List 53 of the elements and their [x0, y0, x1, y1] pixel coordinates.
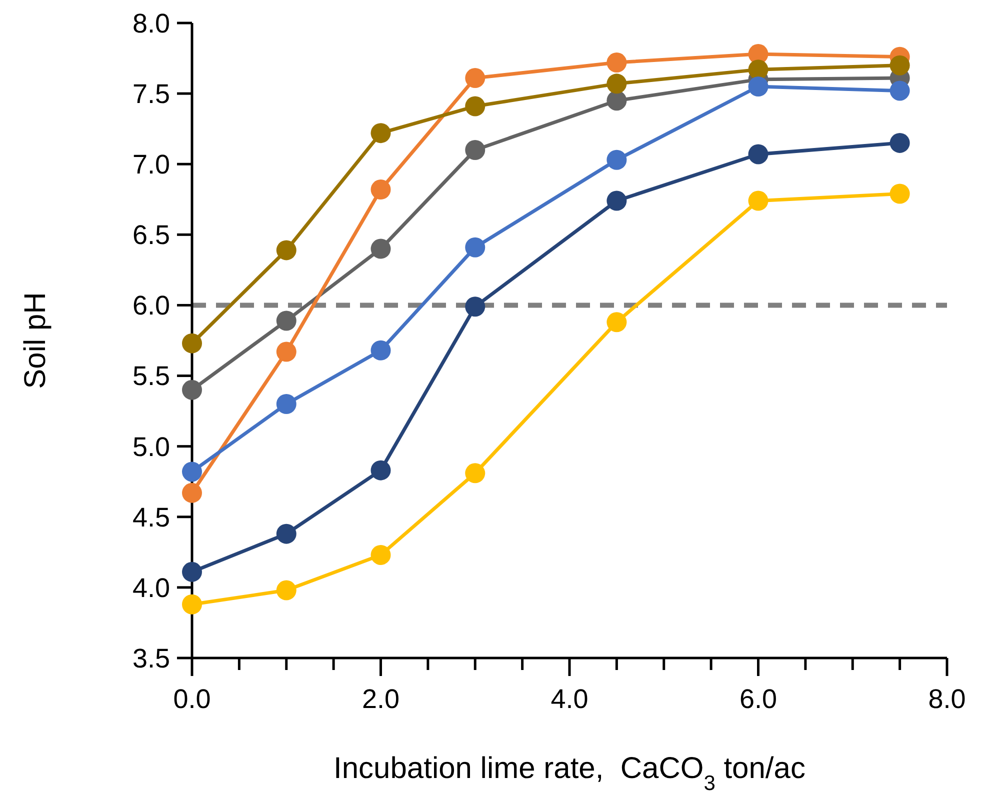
- point: [748, 144, 768, 164]
- point: [465, 463, 486, 484]
- x-tick-label: 4.0: [550, 684, 588, 714]
- y-tick-label: 6.5: [132, 220, 170, 250]
- point: [276, 394, 296, 414]
- point: [890, 184, 910, 204]
- point: [182, 482, 202, 503]
- point: [465, 96, 486, 116]
- point: [465, 296, 486, 317]
- point: [465, 140, 486, 160]
- point: [276, 342, 296, 362]
- y-axis-title: Soil pH: [19, 292, 52, 389]
- point: [890, 132, 910, 153]
- point: [182, 562, 202, 582]
- point: [465, 237, 486, 258]
- x-axis-title: Incubation lime rate, CaCO$_{3}$ ton/ac: [334, 752, 806, 794]
- point: [465, 68, 486, 88]
- y-tick-label: 6.0: [132, 290, 170, 321]
- point: [606, 74, 627, 94]
- x-tick-label: 6.0: [739, 684, 778, 714]
- y-tick-label: 3.5: [132, 643, 170, 674]
- y-tick-label: 8.0: [132, 8, 170, 38]
- point: [182, 380, 202, 400]
- point: [606, 190, 627, 211]
- point: [182, 594, 202, 614]
- point: [606, 90, 627, 111]
- point: [890, 55, 910, 76]
- point: [606, 150, 627, 170]
- point: [606, 312, 627, 332]
- point: [370, 238, 391, 259]
- y-tick-label: 4.5: [132, 502, 170, 532]
- y-tick-label: 5.5: [132, 361, 170, 392]
- point: [370, 180, 391, 200]
- point: [890, 80, 910, 101]
- y-tick-label: 4.0: [132, 572, 170, 603]
- point: [276, 580, 296, 600]
- y-tick-label: 7.5: [132, 79, 170, 110]
- y-tick-label: 7.0: [132, 150, 170, 180]
- point: [276, 240, 296, 260]
- x-tick-label: 0.0: [173, 684, 211, 714]
- point: [276, 310, 296, 331]
- point: [370, 544, 391, 565]
- point: [748, 190, 768, 211]
- point: [606, 52, 627, 73]
- point: [276, 524, 296, 544]
- y-tick-label: 5.0: [132, 432, 170, 462]
- point: [370, 460, 391, 480]
- point: [182, 462, 202, 482]
- x-tick-label: 8.0: [928, 684, 966, 714]
- point: [370, 340, 391, 360]
- point: [370, 123, 391, 144]
- x-tick-label: 2.0: [362, 684, 400, 714]
- point: [182, 333, 202, 354]
